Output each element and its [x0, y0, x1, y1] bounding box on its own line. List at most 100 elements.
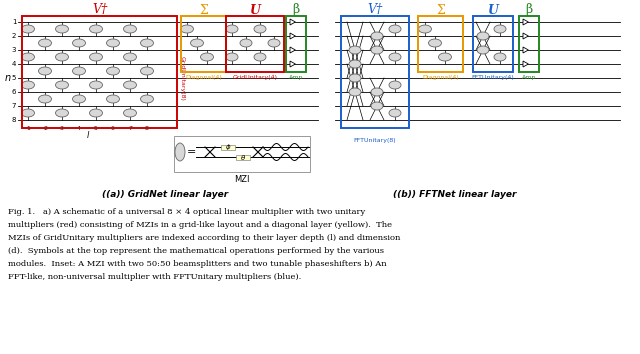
Ellipse shape — [141, 67, 154, 75]
Ellipse shape — [419, 25, 431, 33]
Ellipse shape — [124, 53, 136, 61]
Text: MZIs of GridUnitary multipliers are indexed according to their layer depth (l) a: MZIs of GridUnitary multipliers are inde… — [8, 234, 401, 242]
Bar — [22, 16, 177, 128]
Ellipse shape — [90, 81, 102, 89]
Ellipse shape — [389, 109, 401, 117]
Polygon shape — [523, 61, 529, 67]
Ellipse shape — [22, 109, 35, 117]
Ellipse shape — [226, 53, 238, 61]
Ellipse shape — [141, 95, 154, 103]
Text: β: β — [525, 4, 532, 17]
Ellipse shape — [438, 53, 451, 61]
Text: multipliers (red) consisting of MZIs in a grid-like layout and a diagonal layer : multipliers (red) consisting of MZIs in … — [8, 221, 392, 229]
Bar — [519, 16, 539, 72]
Ellipse shape — [106, 95, 120, 103]
Ellipse shape — [72, 39, 86, 47]
Text: 2: 2 — [43, 126, 47, 131]
Text: 1: 1 — [26, 126, 30, 131]
Text: GridUnitary(4): GridUnitary(4) — [232, 75, 278, 80]
Polygon shape — [523, 19, 529, 25]
Ellipse shape — [240, 39, 252, 47]
Ellipse shape — [429, 39, 442, 47]
Text: $\phi$: $\phi$ — [225, 142, 231, 152]
Ellipse shape — [494, 53, 506, 61]
Text: FFTUnitary(4): FFTUnitary(4) — [472, 75, 515, 80]
Ellipse shape — [254, 53, 266, 61]
Ellipse shape — [371, 46, 383, 54]
Text: 8: 8 — [12, 117, 16, 123]
Text: FFTUnitary(8): FFTUnitary(8) — [354, 138, 396, 143]
Ellipse shape — [268, 39, 280, 47]
Text: 6: 6 — [12, 89, 16, 95]
Text: V†: V† — [367, 4, 383, 17]
Ellipse shape — [477, 32, 489, 40]
Text: 7: 7 — [12, 103, 16, 109]
Text: n: n — [5, 73, 11, 83]
Bar — [473, 16, 513, 72]
Ellipse shape — [106, 39, 120, 47]
Ellipse shape — [349, 46, 361, 54]
Ellipse shape — [226, 25, 238, 33]
Text: modules.  Inset: A MZI with two 50:50 beamsplitters and two tunable phaseshifter: modules. Inset: A MZI with two 50:50 bea… — [8, 260, 387, 268]
Ellipse shape — [72, 67, 86, 75]
Text: Σ: Σ — [199, 4, 208, 17]
Text: Amp: Amp — [289, 75, 303, 80]
Text: 4: 4 — [77, 126, 81, 131]
Ellipse shape — [106, 67, 120, 75]
Text: MZI: MZI — [234, 175, 250, 184]
Ellipse shape — [56, 53, 68, 61]
Bar — [418, 16, 463, 72]
Ellipse shape — [191, 39, 204, 47]
Text: 5: 5 — [12, 75, 16, 81]
Ellipse shape — [56, 81, 68, 89]
FancyBboxPatch shape — [221, 144, 235, 149]
Ellipse shape — [349, 60, 361, 68]
Text: (d).  Symbols at the top represent the mathematical operations performed by the : (d). Symbols at the top represent the ma… — [8, 247, 384, 255]
Text: $\theta$: $\theta$ — [240, 153, 246, 161]
Polygon shape — [290, 47, 296, 53]
Text: β: β — [292, 4, 300, 17]
Ellipse shape — [56, 109, 68, 117]
Ellipse shape — [371, 32, 383, 40]
Text: 3: 3 — [60, 126, 64, 131]
Ellipse shape — [90, 25, 102, 33]
Bar — [286, 16, 306, 72]
Text: 4: 4 — [12, 61, 16, 67]
Text: ((a)) GridNet linear layer: ((a)) GridNet linear layer — [102, 190, 228, 199]
Text: 7: 7 — [128, 126, 132, 131]
Text: Amp: Amp — [522, 75, 536, 80]
Ellipse shape — [72, 95, 86, 103]
Polygon shape — [290, 19, 296, 25]
Text: 5: 5 — [94, 126, 98, 131]
Text: 1: 1 — [12, 19, 16, 25]
Ellipse shape — [371, 88, 383, 96]
Text: =: = — [186, 147, 196, 157]
Text: l: l — [86, 131, 89, 139]
Ellipse shape — [175, 143, 185, 161]
Ellipse shape — [38, 95, 51, 103]
Ellipse shape — [38, 39, 51, 47]
Ellipse shape — [494, 25, 506, 33]
Text: U: U — [250, 4, 260, 17]
Ellipse shape — [141, 39, 154, 47]
Ellipse shape — [38, 67, 51, 75]
Ellipse shape — [180, 25, 193, 33]
Ellipse shape — [200, 53, 214, 61]
Ellipse shape — [22, 25, 35, 33]
Ellipse shape — [389, 81, 401, 89]
Bar — [181, 16, 226, 72]
Text: GridUnitary(8): GridUnitary(8) — [179, 56, 184, 101]
Ellipse shape — [389, 25, 401, 33]
Text: 3: 3 — [12, 47, 16, 53]
Ellipse shape — [124, 109, 136, 117]
Text: Fig. 1.   a) A schematic of a universal 8 × 4 optical linear multiplier with two: Fig. 1. a) A schematic of a universal 8 … — [8, 208, 365, 216]
Ellipse shape — [90, 109, 102, 117]
Ellipse shape — [124, 25, 136, 33]
Ellipse shape — [22, 53, 35, 61]
Ellipse shape — [124, 81, 136, 89]
Ellipse shape — [56, 25, 68, 33]
Polygon shape — [523, 33, 529, 39]
Text: 6: 6 — [111, 126, 115, 131]
FancyBboxPatch shape — [236, 154, 250, 160]
Ellipse shape — [389, 53, 401, 61]
